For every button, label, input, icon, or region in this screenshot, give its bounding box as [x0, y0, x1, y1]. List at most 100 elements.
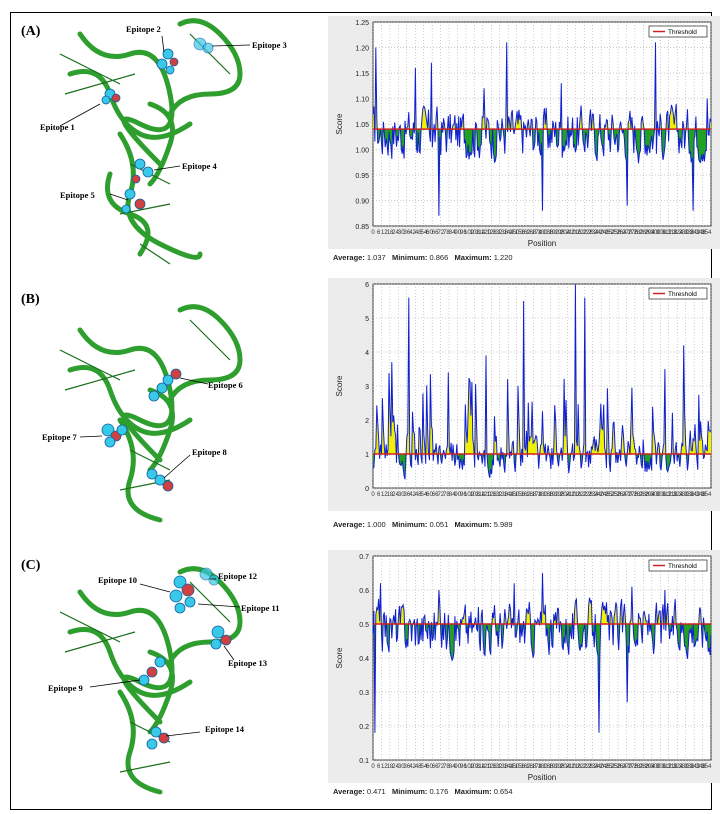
x-tick-label: 186 — [543, 492, 554, 498]
x-tick-label: 12 — [381, 230, 388, 236]
epitope-label: Epitope 8 — [192, 447, 227, 457]
y-tick-label: 5 — [365, 316, 369, 323]
x-tick-label: 180 — [537, 764, 548, 770]
x-tick-label: 198 — [554, 492, 565, 498]
x-tick-label: 318 — [667, 492, 678, 498]
x-tick-label: 90 — [454, 230, 461, 236]
x-tick-label: 12 — [381, 492, 388, 498]
x-tick-label: 162 — [521, 492, 532, 498]
x-tick-label: 138 — [498, 492, 509, 498]
x-tick-label: 120 — [481, 764, 492, 770]
x-tick-label: 150 — [509, 764, 520, 770]
epitope-label: Epitope 10 — [98, 575, 137, 585]
x-tick-label: 234 — [588, 230, 599, 236]
y-axis-label: Score — [335, 647, 344, 668]
x-tick-label: 336 — [684, 764, 695, 770]
x-tick-label: 66 — [432, 764, 439, 770]
x-tick-label: 192 — [549, 764, 560, 770]
x-tick-label: 240 — [594, 764, 605, 770]
x-tick-label: 30 — [398, 764, 405, 770]
x-tick-label: 144 — [504, 492, 515, 498]
x-tick-label: 186 — [543, 764, 554, 770]
x-tick-label: 234 — [588, 492, 599, 498]
x-tick-label: 270 — [622, 492, 633, 498]
x-tick-label: 90 — [454, 764, 461, 770]
x-tick-label: 324 — [673, 230, 684, 236]
x-tick-label: 114 — [476, 230, 486, 236]
x-tick-label: 216 — [571, 492, 582, 498]
x-tick-label: 90 — [454, 492, 461, 498]
x-tick-label: 48 — [415, 764, 422, 770]
x-tick-label: 42 — [409, 764, 416, 770]
epitope-label: Epitope 13 — [228, 658, 267, 668]
score-chart-c: 0.10.20.30.40.50.60.70 6 12182430364248546… — [335, 554, 712, 782]
x-tick-label: 198 — [554, 230, 565, 236]
x-tick-label: 222 — [577, 492, 588, 498]
x-tick-label: 282 — [633, 230, 644, 236]
x-tick-label: 264 — [617, 764, 628, 770]
x-tick-label: 348 — [696, 230, 707, 236]
x-tick-label: 312 — [662, 764, 673, 770]
x-tick-label: 276 — [628, 230, 639, 236]
x-tick-label: 96 — [460, 230, 467, 236]
x-tick-label: 78 — [443, 492, 450, 498]
x-tick-label: 108 — [470, 764, 481, 770]
x-tick-label: 102 — [464, 764, 475, 770]
x-tick-label: 300 — [650, 230, 661, 236]
x-tick-label: 252 — [605, 230, 616, 236]
x-tick-label: 174 — [532, 492, 543, 498]
x-tick-label: 60 — [426, 764, 433, 770]
epitope-label: Epitope 1 — [40, 122, 75, 132]
x-tick-label: 96 — [460, 492, 467, 498]
epitope-atoms — [101, 37, 214, 214]
x-tick-label: 354 — [701, 230, 712, 236]
legend-label: Threshold — [668, 29, 697, 36]
protein-strands — [59, 319, 231, 491]
x-tick-label: 48 — [415, 230, 422, 236]
y-tick-label: 0.2 — [359, 724, 369, 731]
x-tick-label: 54 — [420, 764, 427, 770]
chart-stats: Average: 1.000 Minimum: 0.051 Maximum: 5… — [333, 520, 513, 529]
x-tick-label: 72 — [437, 764, 444, 770]
y-tick-label: 0.3 — [359, 690, 369, 697]
x-tick-label: 228 — [583, 764, 594, 770]
epitope-label: Epitope 6 — [208, 380, 243, 390]
x-tick-label: 96 — [460, 764, 467, 770]
x-tick-label: 306 — [656, 492, 667, 498]
x-tick-label: 126 — [487, 492, 498, 498]
x-tick-label: 24 — [392, 230, 399, 236]
y-tick-label: 0.6 — [359, 588, 369, 595]
x-tick-label: 336 — [684, 492, 695, 498]
x-tick-label: 60 — [426, 492, 433, 498]
x-tick-label: 6 — [377, 764, 381, 770]
x-tick-label: 168 — [526, 764, 537, 770]
x-tick-label: 138 — [498, 764, 509, 770]
x-axis-label: Position — [528, 773, 556, 782]
x-tick-label: 126 — [487, 764, 498, 770]
x-tick-label: 156 — [515, 764, 526, 770]
x-tick-label: 192 — [549, 230, 560, 236]
x-tick-label: 120 — [481, 230, 492, 236]
x-tick-label: 30 — [398, 492, 405, 498]
protein-ribbon — [67, 304, 243, 523]
x-tick-label: 264 — [617, 230, 628, 236]
x-tick-label: 348 — [696, 764, 707, 770]
x-tick-label: 24 — [392, 764, 399, 770]
x-tick-label: 168 — [526, 230, 537, 236]
x-tick-label: 144 — [504, 764, 515, 770]
x-tick-label: 264 — [617, 492, 628, 498]
x-tick-label: 270 — [622, 230, 633, 236]
x-tick-label: 204 — [560, 230, 571, 236]
y-tick-label: 0 — [365, 486, 369, 493]
x-tick-label: 72 — [437, 230, 444, 236]
epitope-atoms — [101, 368, 182, 492]
chart-stats: Average: 1.037 Minimum: 0.866 Maximum: 1… — [333, 253, 513, 262]
x-tick-label: 114 — [476, 764, 486, 770]
x-tick-label: 210 — [566, 492, 577, 498]
x-tick-label: 6 — [377, 492, 381, 498]
chart-stats: Average: 0.471 Minimum: 0.176 Maximum: 0… — [333, 787, 513, 796]
y-tick-label: 0.85 — [355, 224, 369, 231]
legend-box — [648, 559, 708, 572]
x-tick-label: 210 — [566, 230, 577, 236]
x-tick-label: 342 — [690, 230, 701, 236]
